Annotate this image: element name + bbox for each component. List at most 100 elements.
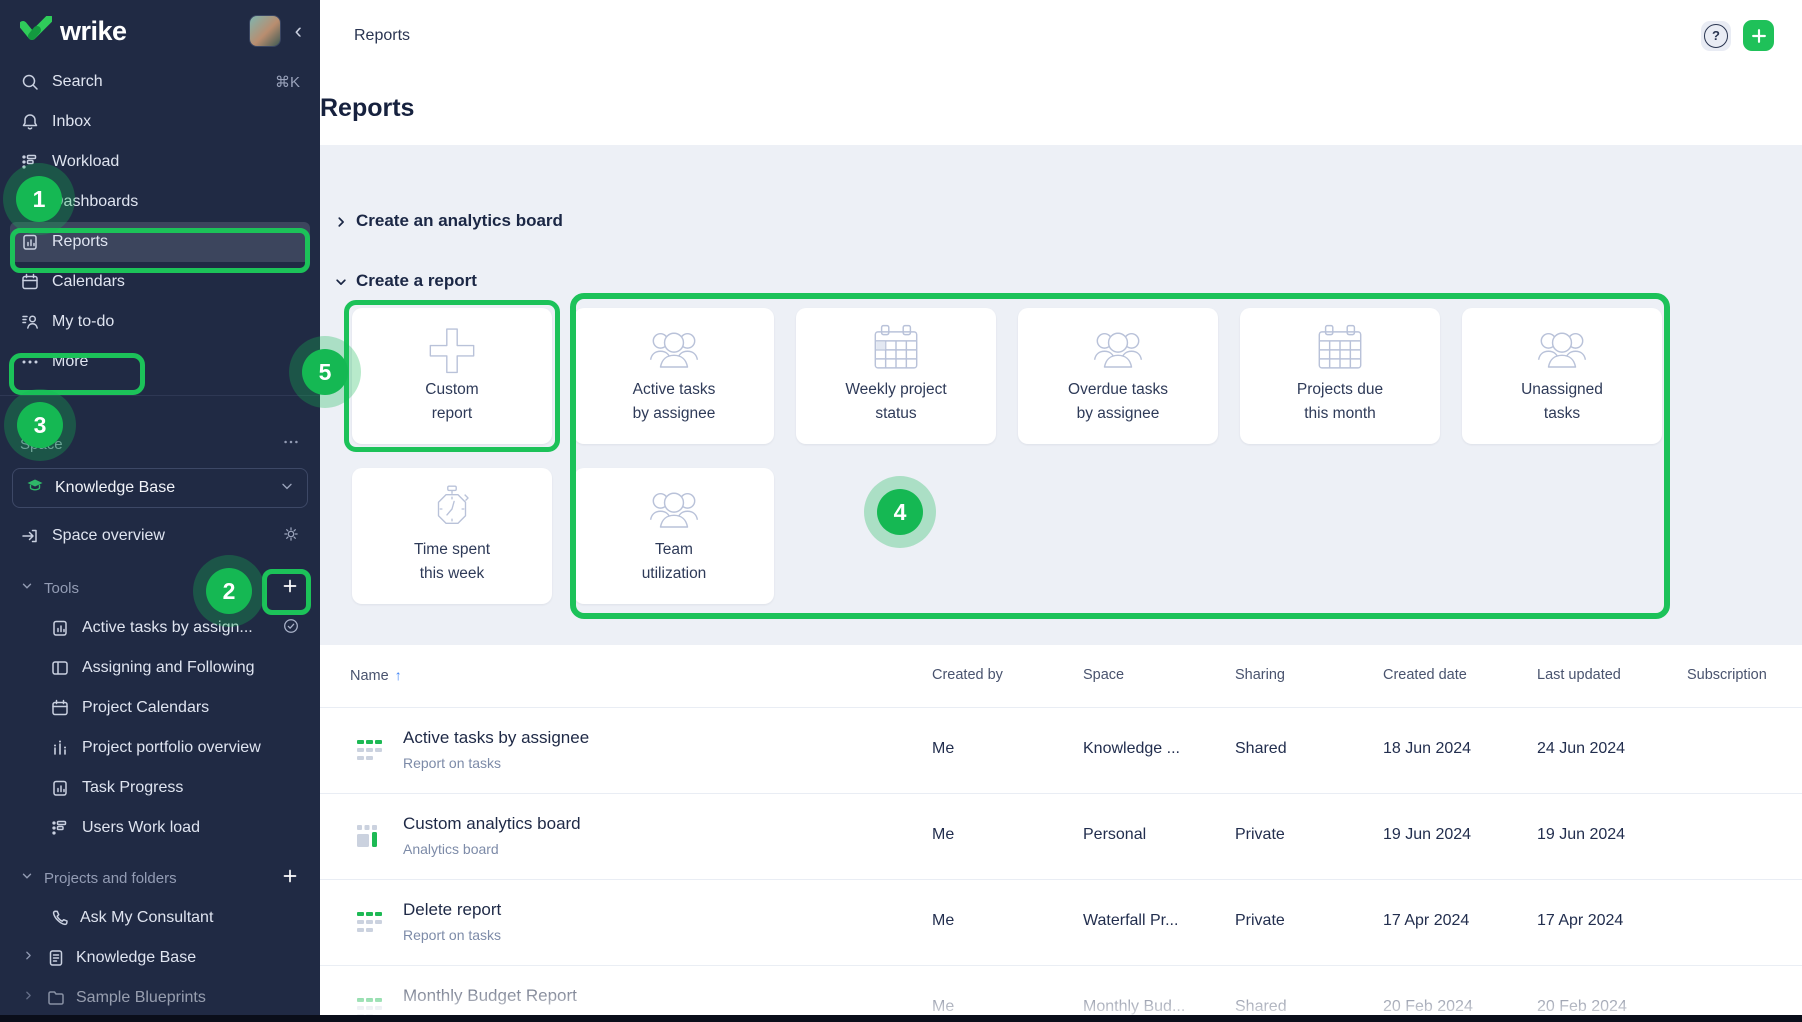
cell-created-date: 19 Jun 2024: [1383, 826, 1472, 843]
projects-section-header[interactable]: Projects and folders: [0, 858, 320, 898]
add-project-button[interactable]: [280, 866, 300, 890]
calendar-large-icon: [1311, 320, 1369, 378]
help-button[interactable]: ?: [1701, 20, 1731, 51]
column-header-created-date[interactable]: Created date: [1383, 667, 1467, 683]
space-selector[interactable]: Knowledge Base: [12, 468, 308, 508]
template-label: Unassigned: [1521, 381, 1603, 398]
column-header-created-by[interactable]: Created by: [932, 667, 1003, 683]
table-row[interactable]: Custom analytics board Analytics board M…: [320, 793, 1802, 880]
sidebar-item-label: Dashboards: [52, 193, 139, 210]
breadcrumb[interactable]: Reports: [354, 26, 411, 44]
table-row[interactable]: Monthly Budget Report Report on tasks Me…: [320, 965, 1802, 1022]
report-type: Report on tasks: [403, 927, 502, 943]
column-header-name[interactable]: Name ↑: [350, 667, 402, 684]
tool-item-active-tasks[interactable]: Active tasks by assign...: [0, 608, 320, 648]
tool-item-portfolio-overview[interactable]: Project portfolio overview: [0, 728, 320, 768]
cell-created-by: Me: [932, 740, 955, 757]
report-name[interactable]: Active tasks by assignee: [403, 728, 590, 747]
template-label: Weekly project: [845, 381, 947, 398]
template-label: status: [875, 405, 917, 422]
space-selector-value: Knowledge Base: [55, 479, 176, 496]
gear-icon[interactable]: [282, 525, 300, 547]
sidebar-item-workload[interactable]: Workload: [0, 142, 320, 182]
sidebar-item-more[interactable]: More: [0, 342, 320, 382]
space-section-header: Space: [0, 424, 320, 464]
cell-created-by: Me: [932, 826, 955, 843]
project-item-sample-blueprints[interactable]: Sample Blueprints: [0, 978, 320, 1018]
user-avatar[interactable]: [248, 15, 281, 47]
tool-item-label: Assigning and Following: [82, 659, 255, 676]
sidebar-item-inbox[interactable]: Inbox: [0, 102, 320, 142]
column-header-space[interactable]: Space: [1083, 667, 1125, 683]
section-create-report[interactable]: Create a report: [334, 271, 477, 291]
create-new-button[interactable]: [1743, 20, 1774, 51]
wrike-logo[interactable]: wrike: [19, 14, 127, 47]
chevron-right-icon[interactable]: [22, 989, 36, 1007]
template-label: by assignee: [1076, 405, 1160, 422]
report-name[interactable]: Monthly Budget Report: [403, 986, 577, 1005]
sidebar-item-reports[interactable]: Reports: [10, 222, 310, 262]
cell-created-by: Me: [932, 912, 955, 929]
projects-label: Projects and folders: [44, 869, 177, 887]
sidebar-item-search[interactable]: Search ⌘K: [0, 62, 320, 102]
template-card-active-tasks[interactable]: Active tasks by assignee: [574, 308, 774, 444]
cell-space: Personal: [1083, 826, 1147, 843]
template-card-team-utilization[interactable]: Team utilization: [574, 468, 774, 604]
table-row[interactable]: Delete report Report on tasks Me Waterfa…: [320, 879, 1802, 966]
section-label: Create a report: [356, 271, 477, 290]
search-shortcut: ⌘K: [274, 74, 300, 91]
table-row[interactable]: Active tasks by assignee Report on tasks…: [320, 707, 1802, 794]
sidebar-item-label: Space overview: [52, 527, 165, 544]
project-item-ask-my-consultant[interactable]: Ask My Consultant: [0, 898, 320, 938]
space-menu-icon[interactable]: [282, 433, 300, 455]
people-group-icon: [1532, 320, 1592, 378]
project-item-label: Ask My Consultant: [80, 909, 214, 926]
column-header-last-updated[interactable]: Last updated: [1537, 667, 1621, 683]
chevron-right-icon[interactable]: [22, 949, 36, 967]
reports-icon: [20, 232, 40, 252]
collapse-sidebar-icon[interactable]: ‹: [294, 18, 302, 43]
tool-item-users-workload[interactable]: Users Work load: [0, 808, 320, 848]
phone-icon: [50, 908, 70, 928]
project-item-label: Knowledge Base: [76, 949, 197, 966]
report-name[interactable]: Delete report: [403, 900, 502, 919]
column-header-subscription[interactable]: Subscription: [1687, 667, 1767, 683]
cell-created-date: 17 Apr 2024: [1383, 912, 1470, 929]
sidebar-item-calendars[interactable]: Calendars: [0, 262, 320, 302]
sidebar-item-space-overview[interactable]: Space overview: [0, 516, 320, 556]
title-band: Reports: [320, 71, 1802, 145]
template-label: Team: [655, 541, 693, 558]
my-todo-icon: [20, 312, 40, 332]
template-card-time-spent[interactable]: Time spent this week: [352, 468, 552, 604]
split-panel-icon: [50, 658, 70, 678]
template-card-custom-report[interactable]: Custom report: [352, 308, 552, 444]
report-name[interactable]: Custom analytics board: [403, 814, 581, 833]
wrike-logo-text: wrike: [60, 15, 127, 46]
template-card-unassigned-tasks[interactable]: Unassigned tasks: [1462, 308, 1662, 444]
template-card-weekly-status[interactable]: Weekly project status: [796, 308, 996, 444]
tools-section-header[interactable]: Tools: [0, 568, 320, 608]
tools-label: Tools: [44, 579, 80, 597]
report-type: Report on tasks: [403, 755, 502, 771]
sort-ascending-icon: ↑: [394, 667, 402, 683]
tool-item-task-progress[interactable]: Task Progress: [0, 768, 320, 808]
cell-sharing: Private: [1235, 912, 1285, 929]
space-overview-icon: [20, 526, 40, 546]
sidebar-item-my-todo[interactable]: My to-do: [0, 302, 320, 342]
tool-item-project-calendars[interactable]: Project Calendars: [0, 688, 320, 728]
plus-outline-icon: [424, 320, 480, 378]
chevron-down-icon: [20, 579, 34, 597]
sidebar-item-dashboards[interactable]: Dashboards: [0, 182, 320, 222]
column-header-sharing[interactable]: Sharing: [1235, 667, 1285, 683]
add-tool-button[interactable]: [280, 576, 300, 600]
project-item-knowledge-base[interactable]: Knowledge Base: [0, 938, 320, 978]
template-label: utilization: [641, 565, 707, 582]
template-card-projects-due[interactable]: Projects due this month: [1240, 308, 1440, 444]
tool-item-assigning-following[interactable]: Assigning and Following: [0, 648, 320, 688]
cell-last-updated: 17 Apr 2024: [1537, 912, 1624, 929]
sidebar-item-label: Workload: [52, 153, 120, 170]
chevron-down-icon: [20, 869, 34, 887]
template-card-overdue-tasks[interactable]: Overdue tasks by assignee: [1018, 308, 1218, 444]
cell-created-by: Me: [932, 998, 955, 1015]
section-create-analytics-board[interactable]: Create an analytics board: [334, 211, 563, 231]
